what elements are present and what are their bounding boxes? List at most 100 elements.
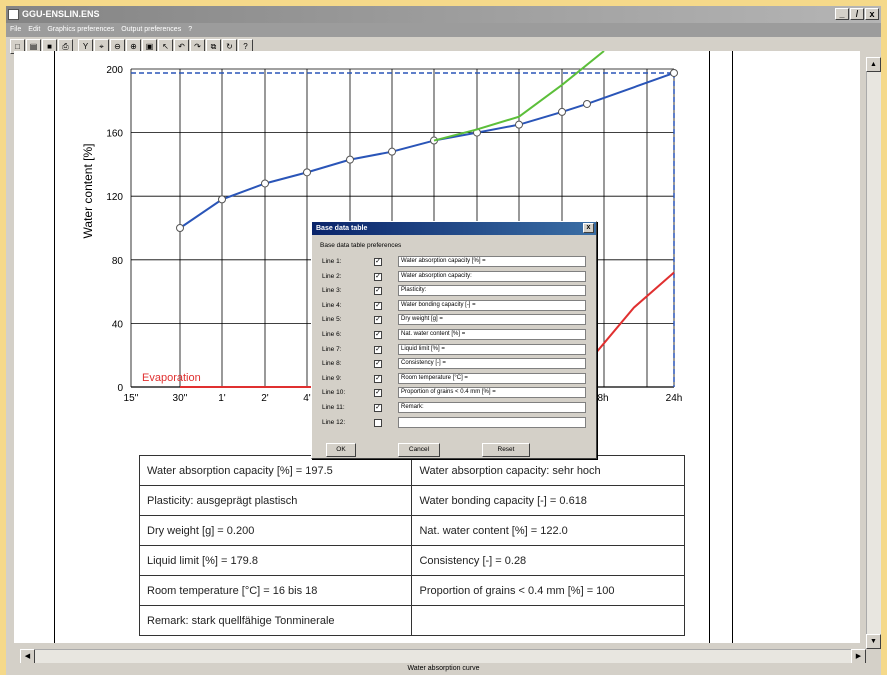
dialog-line-row: Line 11: ✓ Remark: xyxy=(312,401,598,415)
line-text-field[interactable]: Consistency [-] = xyxy=(398,358,586,370)
table-cell: Room temperature [°C] = 16 bis 18 xyxy=(138,575,413,606)
copy-icon[interactable]: ⧉ xyxy=(206,39,221,54)
dialog-line-row: Line 1: ✓ Water absorption capacity [%] = xyxy=(312,255,598,269)
status-bar: Water absorption curve xyxy=(6,663,881,675)
scroll-down-icon[interactable]: ▼ xyxy=(866,634,881,649)
table-row: Liquid limit [%] = 179.8 Consistency [-] … xyxy=(138,545,685,576)
data-point xyxy=(218,195,226,204)
data-point xyxy=(388,147,396,156)
line-label: Line 9: xyxy=(322,374,342,382)
zoom-page-icon[interactable]: ▣ xyxy=(142,39,157,54)
line-text-field[interactable]: Remark: xyxy=(398,402,586,413)
menu-help[interactable]: ? xyxy=(188,26,193,33)
line-checkbox[interactable]: ✓ xyxy=(374,389,382,398)
line-label: Line 6: xyxy=(322,331,342,338)
x-tick-label: 4' xyxy=(303,393,311,404)
table-row: Water absorption capacity [%] = 197.5 Wat… xyxy=(138,455,685,486)
line-checkbox[interactable]: ✓ xyxy=(374,360,382,369)
dialog-line-row: Line 9: ✓ Room temperature [°C] = xyxy=(312,372,598,386)
line-text-field[interactable]: Water bonding capacity [-] = xyxy=(398,299,586,311)
dialog-line-row: Line 5: ✓ Dry weight [g] = xyxy=(312,313,598,327)
menu-graphics-preferences[interactable]: Graphics preferences xyxy=(47,26,115,33)
line-text-field[interactable]: Water absorption capacity [%] = xyxy=(398,256,586,267)
dialog-close-icon[interactable]: x xyxy=(583,223,594,233)
x-tick-label: 8h xyxy=(597,393,608,404)
line-checkbox[interactable]: ✓ xyxy=(374,404,382,412)
line-checkbox[interactable]: ✓ xyxy=(374,258,382,266)
x-tick-label: 15'' xyxy=(124,393,139,404)
x-tick-label: 24h xyxy=(666,393,683,404)
scroll-right-icon[interactable]: ▶ xyxy=(851,649,866,664)
line-text-field[interactable]: Nat. water content [%] = xyxy=(398,329,586,340)
dialog-line-row: Line 10: ✓ Proportion of grains < 0.4 mm [… xyxy=(312,386,598,400)
data-point xyxy=(303,168,311,177)
app-icon xyxy=(8,9,19,20)
data-point xyxy=(176,224,184,232)
new-file-icon[interactable]: □ xyxy=(10,39,25,54)
line-text-field[interactable]: Proportion of grains < 0.4 mm [%] = xyxy=(398,387,586,399)
line-label: Line 12: xyxy=(322,418,346,426)
page-border-left xyxy=(54,51,55,643)
water-absorption-chart: 0 40 80 120 160 200 15'' 30'' 1' 2' 4' 8h 24h Water c… xyxy=(81,51,683,404)
table-cell: Liquid limit [%] = 179.8 xyxy=(138,545,413,576)
line-text-field[interactable]: Dry weight [g] = xyxy=(398,314,586,326)
table-cell: Dry weight [g] = 0.200 xyxy=(138,515,413,546)
line-text-field[interactable]: Liquid limit [%] = xyxy=(398,343,586,355)
scroll-up-icon[interactable]: ▲ xyxy=(866,57,881,72)
line-checkbox[interactable]: ✓ xyxy=(374,287,382,296)
menu-edit[interactable]: Edit xyxy=(28,26,41,33)
dialog-line-row: Line 2: ✓ Water absorption capacity: xyxy=(312,270,598,284)
data-point xyxy=(583,99,591,108)
ok-button[interactable]: OK xyxy=(326,443,356,457)
y-tick-label: 160 xyxy=(106,129,123,140)
dialog-line-row: Line 6: ✓ Nat. water content [%] = xyxy=(312,328,598,342)
restore-button[interactable]: ̸ xyxy=(850,8,864,20)
table-cell xyxy=(411,605,685,636)
base-data-table: Water absorption capacity [%] = 197.5 Wat… xyxy=(138,455,685,636)
line-checkbox[interactable]: ✓ xyxy=(374,301,382,310)
data-point xyxy=(261,179,269,188)
line-checkbox[interactable]: ✓ xyxy=(374,331,382,339)
dialog-subtitle: Base data table preferences xyxy=(320,242,402,249)
line-text-field[interactable]: Water absorption capacity: xyxy=(398,270,586,282)
y-axis-label: Water content [%] xyxy=(81,144,95,239)
line-label: Line 1: xyxy=(322,258,342,265)
table-row: Room temperature [°C] = 16 bis 18 Proport… xyxy=(138,575,685,606)
line-label: Line 2: xyxy=(322,272,342,280)
close-button[interactable]: x xyxy=(865,8,879,20)
reset-button[interactable]: Reset xyxy=(482,443,530,457)
cancel-button[interactable]: Cancel xyxy=(398,443,440,457)
series-line-green xyxy=(433,51,605,142)
line-checkbox[interactable]: ✓ xyxy=(374,345,382,354)
y-tick-label: 40 xyxy=(112,319,124,330)
x-tick-label: 2' xyxy=(261,393,269,404)
line-label: Line 10: xyxy=(322,389,346,397)
line-text-field[interactable]: Plasticity: xyxy=(398,285,586,297)
title-bar: GGU-ENSLIN.ENS _ ̸ x xyxy=(6,6,881,23)
menu-bar: File Edit Graphics preferences Output pr… xyxy=(6,23,881,37)
vertical-scrollbar[interactable]: ▲ ▼ xyxy=(866,57,881,649)
line-checkbox[interactable] xyxy=(374,418,382,427)
scroll-left-icon[interactable]: ◀ xyxy=(20,649,35,664)
dialog-line-row: Line 8: ✓ Consistency [-] = xyxy=(312,357,598,371)
line-checkbox[interactable]: ✓ xyxy=(374,272,382,281)
line-label: Line 8: xyxy=(322,360,342,368)
dialog-title-bar: Base data table x xyxy=(312,222,596,235)
evaporation-label: Evaporation xyxy=(142,372,201,384)
table-row: Plasticity: ausgeprägt plastisch Water bo… xyxy=(138,485,685,516)
line-text-field[interactable]: Room temperature [°C] = xyxy=(398,372,586,384)
table-cell: Proportion of grains < 0.4 mm [%] = 100 xyxy=(411,575,685,606)
table-cell: Water absorption capacity [%] = 197.5 xyxy=(138,455,413,486)
minimize-button[interactable]: _ xyxy=(835,8,849,20)
line-checkbox[interactable]: ✓ xyxy=(374,374,382,383)
horizontal-scrollbar[interactable]: ◀ ▶ xyxy=(20,649,866,664)
series-line-blue xyxy=(179,72,675,229)
menu-file[interactable]: File xyxy=(10,26,22,33)
line-checkbox[interactable]: ✓ xyxy=(374,316,382,325)
line-text-field[interactable] xyxy=(398,416,586,428)
table-cell: Plasticity: ausgeprägt plastisch xyxy=(138,485,413,516)
menu-output-preferences[interactable]: Output preferences xyxy=(121,26,182,33)
window-title: GGU-ENSLIN.ENS xyxy=(22,9,100,19)
y-tick-label: 120 xyxy=(106,192,123,203)
table-cell: Water absorption capacity: sehr hoch xyxy=(411,455,685,486)
